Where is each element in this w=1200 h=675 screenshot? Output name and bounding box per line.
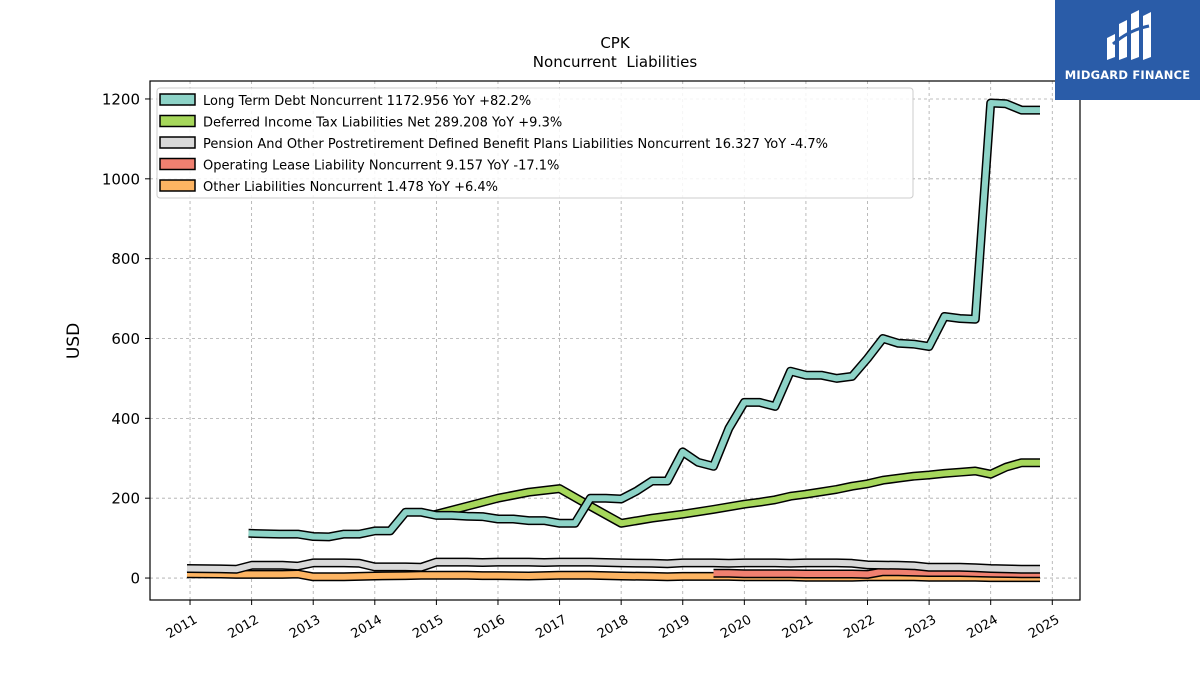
legend-swatch [159, 179, 196, 192]
y-tick-label: 600 [111, 330, 140, 348]
legend-label: Operating Lease Liability Noncurrent 9.1… [203, 159, 559, 174]
logo-text: MIDGARD FINANCE [1064, 68, 1191, 82]
legend: Long Term Debt Noncurrent 1172.956 YoY +… [156, 87, 914, 199]
series-line-fill [248, 100, 1040, 540]
y-tick-label: 0 [130, 570, 140, 588]
chart-title: CPK [600, 34, 631, 52]
x-tick-label: 2019 [657, 612, 693, 642]
legend-item: Pension And Other Postretirement Defined… [159, 136, 828, 152]
y-axis-label: USD [64, 323, 84, 359]
series-line [432, 458, 1040, 528]
series-line-fill [186, 570, 1040, 581]
y-tick-label: 400 [111, 410, 140, 428]
x-tick-label: 2022 [841, 612, 877, 642]
x-tick-label: 2011 [164, 612, 200, 642]
legend-item: Other Liabilities Noncurrent 1.478 YoY +… [159, 179, 498, 195]
x-tick-label: 2016 [472, 612, 508, 642]
x-tick-label: 2021 [780, 612, 816, 642]
legend-swatch [159, 93, 196, 106]
x-tick-label: 2017 [533, 612, 569, 642]
legend-item: Deferred Income Tax Liabilities Net 289.… [159, 114, 562, 131]
series-layer [186, 98, 1040, 583]
legend-label: Deferred Income Tax Liabilities Net 289.… [203, 116, 562, 131]
series-line [186, 569, 1040, 583]
series-line [248, 98, 1040, 542]
legend-label: Long Term Debt Noncurrent 1172.956 YoY +… [203, 94, 531, 109]
legend-item: Long Term Debt Noncurrent 1172.956 YoY +… [159, 93, 531, 109]
logo: MIDGARD FINANCE [1055, 0, 1200, 100]
legend-label: Pension And Other Postretirement Defined… [203, 137, 828, 152]
legend-swatch [159, 157, 196, 171]
legend-swatch [159, 136, 196, 149]
legend-label: Other Liabilities Noncurrent 1.478 YoY +… [203, 180, 498, 195]
x-ticks: 2011 2012 2013 2014 2015 2016 2017 2018 2019 2020… [164, 600, 1062, 642]
plot-frame [149, 80, 1081, 601]
series-line [713, 567, 1040, 579]
series-line-fill [186, 559, 1040, 573]
logo-mark-icon [1107, 10, 1151, 60]
x-tick-label: 2023 [903, 612, 939, 642]
x-tick-label: 2013 [287, 612, 323, 642]
series-line [186, 557, 1040, 574]
x-tick-label: 2015 [410, 612, 446, 642]
x-tick-label: 2024 [965, 612, 1001, 642]
y-tick-label: 800 [111, 250, 140, 268]
x-tick-label: 2025 [1026, 612, 1062, 642]
x-tick-label: 2018 [595, 612, 631, 642]
legend-swatch [159, 114, 196, 128]
legend-item: Operating Lease Liability Noncurrent 9.1… [159, 157, 559, 174]
legend-box [156, 87, 914, 199]
y-tick-label: 1200 [102, 90, 140, 108]
y-tick-label: 1000 [102, 170, 140, 188]
y-tick-label: 200 [111, 490, 140, 508]
y-ticks: 0 200 400 600 800 1000 1200 [102, 90, 150, 588]
x-tick-label: 2020 [718, 612, 754, 642]
series-line-fill [432, 459, 1040, 527]
chart-subtitle: Noncurrent Liabilities [533, 53, 698, 71]
x-tick-label: 2012 [225, 612, 261, 642]
x-tick-label: 2014 [349, 612, 385, 642]
series-line-fill [713, 568, 1040, 578]
